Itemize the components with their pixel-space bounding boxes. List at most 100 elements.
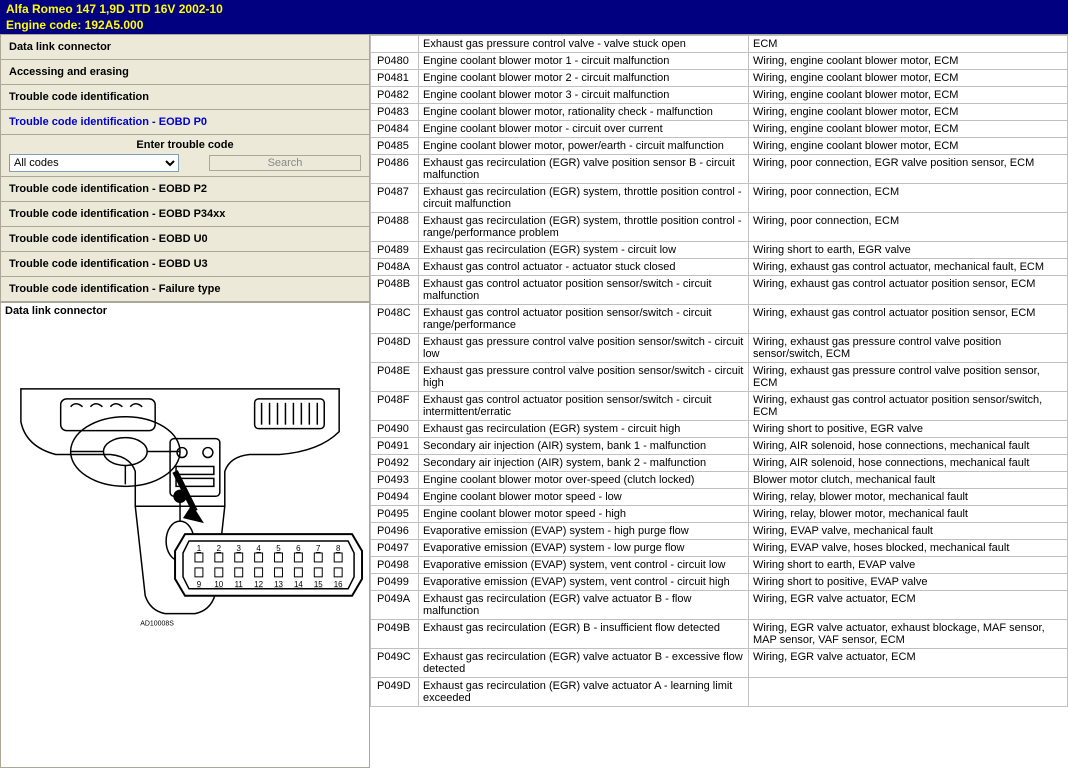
table-row: P0483Engine coolant blower motor, ration…	[371, 104, 1068, 121]
table-row: P0490Exhaust gas recirculation (EGR) sys…	[371, 421, 1068, 438]
code-cell: P0489	[371, 242, 419, 259]
desc-cell: Exhaust gas recirculation (EGR) B - insu…	[419, 620, 749, 649]
nav-item[interactable]: Trouble code identification	[1, 85, 369, 110]
nav-item[interactable]: Trouble code identification - EOBD U3	[1, 252, 369, 277]
svg-text:6: 6	[296, 544, 301, 553]
desc-cell: Engine coolant blower motor, rationality…	[419, 104, 749, 121]
nav-panel: Data link connectorAccessing and erasing…	[0, 34, 370, 303]
diagram-area: Data link connector	[0, 303, 370, 768]
desc-cell: Exhaust gas recirculation (EGR) system, …	[419, 213, 749, 242]
table-row: P048DExhaust gas pressure control valve …	[371, 334, 1068, 363]
svg-text:11: 11	[235, 580, 244, 589]
codes-panel: Exhaust gas pressure control valve - val…	[370, 34, 1068, 768]
header-line2: Engine code: 192A5.000	[6, 18, 1062, 34]
svg-text:5: 5	[276, 544, 281, 553]
desc-cell: Exhaust gas control actuator position se…	[419, 276, 749, 305]
cause-cell: Wiring, poor connection, ECM	[749, 184, 1068, 213]
nav-item[interactable]: Trouble code identification - EOBD P34xx	[1, 202, 369, 227]
desc-cell: Exhaust gas recirculation (EGR) system -…	[419, 421, 749, 438]
nav-item[interactable]: Trouble code identification - EOBD U0	[1, 227, 369, 252]
svg-text:10: 10	[214, 580, 223, 589]
table-row: P049CExhaust gas recirculation (EGR) val…	[371, 649, 1068, 678]
table-row: P048FExhaust gas control actuator positi…	[371, 392, 1068, 421]
svg-text:7: 7	[316, 544, 321, 553]
cause-cell: Wiring short to earth, EVAP valve	[749, 557, 1068, 574]
nav-item[interactable]: Trouble code identification - EOBD P2	[1, 177, 369, 202]
desc-cell: Exhaust gas recirculation (EGR) valve po…	[419, 155, 749, 184]
table-row: P0499Evaporative emission (EVAP) system,…	[371, 574, 1068, 591]
desc-cell: Engine coolant blower motor 2 - circuit …	[419, 70, 749, 87]
cause-cell: Wiring, AIR solenoid, hose connections, …	[749, 455, 1068, 472]
table-row: P0493Engine coolant blower motor over-sp…	[371, 472, 1068, 489]
desc-cell: Exhaust gas recirculation (EGR) valve ac…	[419, 678, 749, 707]
header: Alfa Romeo 147 1,9D JTD 16V 2002-10 Engi…	[0, 0, 1068, 34]
cause-cell: Wiring, relay, blower motor, mechanical …	[749, 506, 1068, 523]
cause-cell: Wiring, engine coolant blower motor, ECM	[749, 121, 1068, 138]
code-cell: P0481	[371, 70, 419, 87]
svg-text:8: 8	[336, 544, 341, 553]
table-row: P0497Evaporative emission (EVAP) system …	[371, 540, 1068, 557]
cause-cell: Wiring, exhaust gas pressure control val…	[749, 334, 1068, 363]
cause-cell: Wiring, exhaust gas control actuator pos…	[749, 392, 1068, 421]
table-row: P0480Engine coolant blower motor 1 - cir…	[371, 53, 1068, 70]
nav-item[interactable]: Trouble code identification - EOBD P0	[1, 110, 369, 135]
table-row: P048CExhaust gas control actuator positi…	[371, 305, 1068, 334]
desc-cell: Exhaust gas pressure control valve posit…	[419, 334, 749, 363]
desc-cell: Engine coolant blower motor speed - low	[419, 489, 749, 506]
desc-cell: Engine coolant blower motor over-speed (…	[419, 472, 749, 489]
table-row: P0485Engine coolant blower motor, power/…	[371, 138, 1068, 155]
desc-cell: Secondary air injection (AIR) system, ba…	[419, 455, 749, 472]
svg-text:2: 2	[217, 544, 222, 553]
cause-cell: Wiring, EGR valve actuator, exhaust bloc…	[749, 620, 1068, 649]
codes-table: Exhaust gas pressure control valve - val…	[370, 35, 1068, 707]
code-cell: P0494	[371, 489, 419, 506]
code-cell: P0497	[371, 540, 419, 557]
search-button[interactable]: Search	[209, 155, 361, 171]
table-row: P048EExhaust gas pressure control valve …	[371, 363, 1068, 392]
header-line1: Alfa Romeo 147 1,9D JTD 16V 2002-10	[6, 2, 1062, 18]
desc-cell: Evaporative emission (EVAP) system, vent…	[419, 574, 749, 591]
desc-cell: Engine coolant blower motor - circuit ov…	[419, 121, 749, 138]
nav-item[interactable]: Data link connector	[1, 35, 369, 60]
table-row: P048BExhaust gas control actuator positi…	[371, 276, 1068, 305]
desc-cell: Exhaust gas control actuator position se…	[419, 305, 749, 334]
code-cell: P0482	[371, 87, 419, 104]
svg-text:3: 3	[236, 544, 241, 553]
code-cell: P0488	[371, 213, 419, 242]
svg-text:13: 13	[274, 580, 283, 589]
cause-cell: Wiring, engine coolant blower motor, ECM	[749, 53, 1068, 70]
nav-item[interactable]: Trouble code identification - Failure ty…	[1, 277, 369, 302]
connector-diagram: 12345678 910111213141516 AD10008S	[1, 319, 369, 768]
desc-cell: Exhaust gas recirculation (EGR) valve ac…	[419, 649, 749, 678]
desc-cell: Secondary air injection (AIR) system, ba…	[419, 438, 749, 455]
cause-cell: Wiring, engine coolant blower motor, ECM	[749, 87, 1068, 104]
svg-text:14: 14	[294, 580, 303, 589]
desc-cell: Evaporative emission (EVAP) system - hig…	[419, 523, 749, 540]
cause-cell: Wiring, exhaust gas control actuator pos…	[749, 305, 1068, 334]
code-cell: P0484	[371, 121, 419, 138]
cause-cell: Blower motor clutch, mechanical fault	[749, 472, 1068, 489]
code-cell: P0498	[371, 557, 419, 574]
code-cell: P0491	[371, 438, 419, 455]
cause-cell: Wiring, poor connection, EGR valve posit…	[749, 155, 1068, 184]
search-title: Enter trouble code	[9, 139, 361, 151]
table-row: P0496Evaporative emission (EVAP) system …	[371, 523, 1068, 540]
table-row: P048AExhaust gas control actuator - actu…	[371, 259, 1068, 276]
cause-cell: Wiring, poor connection, ECM	[749, 213, 1068, 242]
code-cell: P049D	[371, 678, 419, 707]
table-row: P049AExhaust gas recirculation (EGR) val…	[371, 591, 1068, 620]
cause-cell: Wiring, exhaust gas control actuator pos…	[749, 276, 1068, 305]
cause-cell: Wiring, relay, blower motor, mechanical …	[749, 489, 1068, 506]
table-row: P0491Secondary air injection (AIR) syste…	[371, 438, 1068, 455]
cause-cell: Wiring, engine coolant blower motor, ECM	[749, 104, 1068, 121]
code-select[interactable]: All codes	[9, 154, 179, 172]
code-cell: P0496	[371, 523, 419, 540]
code-cell: P0483	[371, 104, 419, 121]
table-row: P0484Engine coolant blower motor - circu…	[371, 121, 1068, 138]
table-row: P0492Secondary air injection (AIR) syste…	[371, 455, 1068, 472]
code-cell: P048F	[371, 392, 419, 421]
nav-item[interactable]: Accessing and erasing	[1, 60, 369, 85]
code-cell: P0492	[371, 455, 419, 472]
desc-cell: Engine coolant blower motor 3 - circuit …	[419, 87, 749, 104]
code-cell: P0493	[371, 472, 419, 489]
